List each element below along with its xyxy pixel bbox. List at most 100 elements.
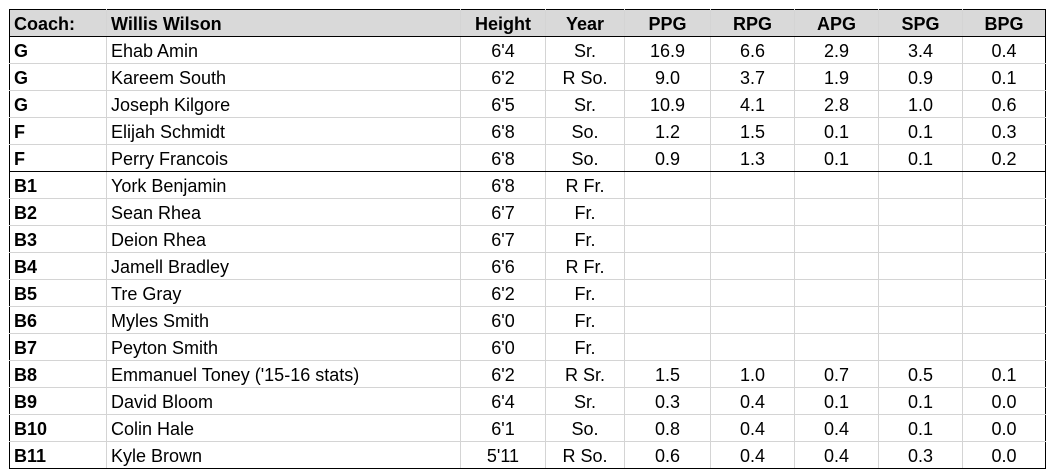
apg-cell: 1.9 bbox=[794, 63, 879, 91]
bpg-cell bbox=[962, 198, 1046, 226]
table-row: F Perry Francois 6'8 So. 0.9 1.3 0.1 0.1 0.2 bbox=[9, 144, 1046, 172]
ppg-cell bbox=[624, 225, 711, 253]
spg-cell: 3.4 bbox=[878, 36, 963, 64]
rpg-cell: 3.7 bbox=[710, 63, 795, 91]
year-cell: So. bbox=[545, 414, 625, 442]
position-cell: G bbox=[9, 90, 107, 118]
bpg-cell: 0.1 bbox=[962, 63, 1046, 91]
ppg-cell bbox=[624, 306, 711, 334]
position-cell: B5 bbox=[9, 279, 107, 307]
year-cell: So. bbox=[545, 144, 625, 172]
year-cell: Fr. bbox=[545, 198, 625, 226]
ppg-cell: 1.2 bbox=[624, 117, 711, 145]
apg-cell: 0.1 bbox=[794, 144, 879, 172]
apg-cell: 2.9 bbox=[794, 36, 879, 64]
bpg-cell bbox=[962, 225, 1046, 253]
column-header-height: Height bbox=[460, 9, 546, 37]
position-cell: B3 bbox=[9, 225, 107, 253]
height-cell: 6'4 bbox=[460, 387, 546, 415]
spg-cell: 0.1 bbox=[878, 144, 963, 172]
rpg-cell: 1.5 bbox=[710, 117, 795, 145]
rpg-cell bbox=[710, 306, 795, 334]
height-cell: 6'8 bbox=[460, 144, 546, 172]
player-name-cell: Tre Gray bbox=[106, 279, 461, 307]
apg-cell: 0.4 bbox=[794, 414, 879, 442]
bpg-cell: 0.0 bbox=[962, 387, 1046, 415]
year-cell: Sr. bbox=[545, 387, 625, 415]
player-name-cell: Peyton Smith bbox=[106, 333, 461, 361]
table-row: G Ehab Amin 6'4 Sr. 16.9 6.6 2.9 3.4 0.4 bbox=[9, 36, 1046, 64]
apg-cell bbox=[794, 252, 879, 280]
player-name-cell: Kyle Brown bbox=[106, 441, 461, 469]
ppg-cell bbox=[624, 171, 711, 199]
bpg-cell: 0.0 bbox=[962, 414, 1046, 442]
spg-cell bbox=[878, 333, 963, 361]
roster-table: Coach: Willis Wilson Height Year PPG RPG… bbox=[9, 9, 1046, 469]
year-cell: Fr. bbox=[545, 279, 625, 307]
spg-cell bbox=[878, 279, 963, 307]
spg-cell bbox=[878, 306, 963, 334]
player-name-cell: Colin Hale bbox=[106, 414, 461, 442]
table-row: B5 Tre Gray 6'2 Fr. bbox=[9, 279, 1046, 307]
position-cell: B1 bbox=[9, 171, 107, 199]
rpg-cell bbox=[710, 252, 795, 280]
table-row: B9 David Bloom 6'4 Sr. 0.3 0.4 0.1 0.1 0.0 bbox=[9, 387, 1046, 415]
year-cell: Fr. bbox=[545, 225, 625, 253]
ppg-cell: 9.0 bbox=[624, 63, 711, 91]
rpg-cell bbox=[710, 333, 795, 361]
position-cell: B4 bbox=[9, 252, 107, 280]
bpg-cell: 0.0 bbox=[962, 441, 1046, 469]
rpg-cell bbox=[710, 279, 795, 307]
spg-cell: 0.9 bbox=[878, 63, 963, 91]
year-cell: R Fr. bbox=[545, 171, 625, 199]
ppg-cell bbox=[624, 198, 711, 226]
height-cell: 6'2 bbox=[460, 63, 546, 91]
position-cell: B8 bbox=[9, 360, 107, 388]
rpg-cell: 1.0 bbox=[710, 360, 795, 388]
ppg-cell bbox=[624, 333, 711, 361]
player-name-cell: Elijah Schmidt bbox=[106, 117, 461, 145]
apg-cell: 0.4 bbox=[794, 441, 879, 469]
year-cell: R So. bbox=[545, 63, 625, 91]
rpg-cell: 4.1 bbox=[710, 90, 795, 118]
roster-table-body: Coach: Willis Wilson Height Year PPG RPG… bbox=[9, 9, 1046, 469]
table-row: B2 Sean Rhea 6'7 Fr. bbox=[9, 198, 1046, 226]
height-cell: 6'7 bbox=[460, 198, 546, 226]
bpg-cell: 0.3 bbox=[962, 117, 1046, 145]
spg-cell bbox=[878, 198, 963, 226]
rpg-cell bbox=[710, 198, 795, 226]
ppg-cell: 1.5 bbox=[624, 360, 711, 388]
table-row: G Joseph Kilgore 6'5 Sr. 10.9 4.1 2.8 1.0 0.6 bbox=[9, 90, 1046, 118]
table-row: B11 Kyle Brown 5'11 R So. 0.6 0.4 0.4 0.3 0.0 bbox=[9, 441, 1046, 469]
spg-cell: 0.1 bbox=[878, 414, 963, 442]
apg-cell bbox=[794, 198, 879, 226]
column-header-spg: SPG bbox=[878, 9, 963, 37]
height-cell: 6'6 bbox=[460, 252, 546, 280]
ppg-cell: 10.9 bbox=[624, 90, 711, 118]
table-row: B10 Colin Hale 6'1 So. 0.8 0.4 0.4 0.1 0.0 bbox=[9, 414, 1046, 442]
apg-cell bbox=[794, 279, 879, 307]
coach-name: Willis Wilson bbox=[106, 9, 461, 37]
spg-cell: 0.3 bbox=[878, 441, 963, 469]
bpg-cell: 0.1 bbox=[962, 360, 1046, 388]
table-row: B6 Myles Smith 6'0 Fr. bbox=[9, 306, 1046, 334]
rpg-cell: 6.6 bbox=[710, 36, 795, 64]
player-name-cell: Deion Rhea bbox=[106, 225, 461, 253]
player-name-cell: York Benjamin bbox=[106, 171, 461, 199]
bpg-cell bbox=[962, 252, 1046, 280]
spg-cell bbox=[878, 171, 963, 199]
spg-cell bbox=[878, 252, 963, 280]
position-cell: F bbox=[9, 144, 107, 172]
table-row: B3 Deion Rhea 6'7 Fr. bbox=[9, 225, 1046, 253]
column-header-bpg: BPG bbox=[962, 9, 1046, 37]
ppg-cell: 0.3 bbox=[624, 387, 711, 415]
table-row: F Elijah Schmidt 6'8 So. 1.2 1.5 0.1 0.1 0.3 bbox=[9, 117, 1046, 145]
year-cell: R Fr. bbox=[545, 252, 625, 280]
table-row: B8 Emmanuel Toney ('15-16 stats) 6'2 R Sr. 1… bbox=[9, 360, 1046, 388]
apg-cell: 2.8 bbox=[794, 90, 879, 118]
position-cell: B7 bbox=[9, 333, 107, 361]
year-cell: Fr. bbox=[545, 306, 625, 334]
height-cell: 6'8 bbox=[460, 171, 546, 199]
spg-cell: 1.0 bbox=[878, 90, 963, 118]
year-cell: Fr. bbox=[545, 333, 625, 361]
